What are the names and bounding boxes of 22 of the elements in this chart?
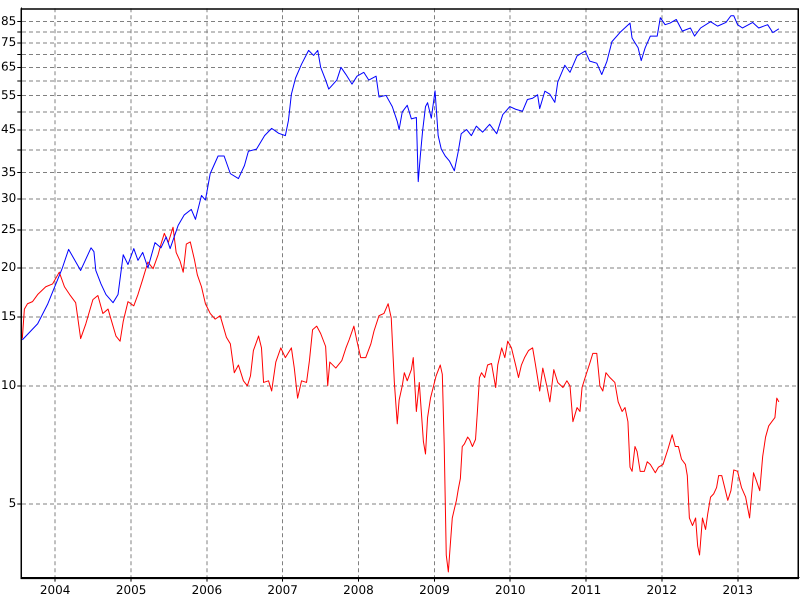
- y-tick-label: 30: [0, 191, 16, 206]
- x-tick-label: 2012: [646, 582, 678, 597]
- y-tick-label: 25: [0, 222, 16, 236]
- y-tick-label: 35: [0, 164, 16, 179]
- x-tick-label: 2007: [267, 582, 298, 597]
- y-tick-label: 85: [0, 14, 16, 28]
- y-tick-label: 15: [0, 308, 16, 323]
- y-tick-label: 10: [0, 378, 16, 392]
- x-tick-label: 2008: [343, 582, 374, 597]
- y-tick-label: 75: [0, 35, 16, 50]
- x-tick-label: 2010: [494, 582, 526, 597]
- x-tick-label: 2006: [192, 582, 222, 597]
- x-tick-label: 2004: [40, 582, 70, 597]
- y-tick-label: 5: [8, 496, 16, 510]
- y-tick-label: 55: [0, 88, 16, 102]
- x-tick-label: 2013: [722, 582, 754, 597]
- y-tick-label: 20: [0, 260, 16, 274]
- x-tick-label: 2011: [570, 582, 602, 597]
- y-tick-label: 65: [0, 59, 16, 74]
- y-tick-label: 45: [0, 122, 16, 136]
- x-tick-label: 2005: [116, 582, 146, 597]
- x-tick-label: 2009: [419, 582, 450, 597]
